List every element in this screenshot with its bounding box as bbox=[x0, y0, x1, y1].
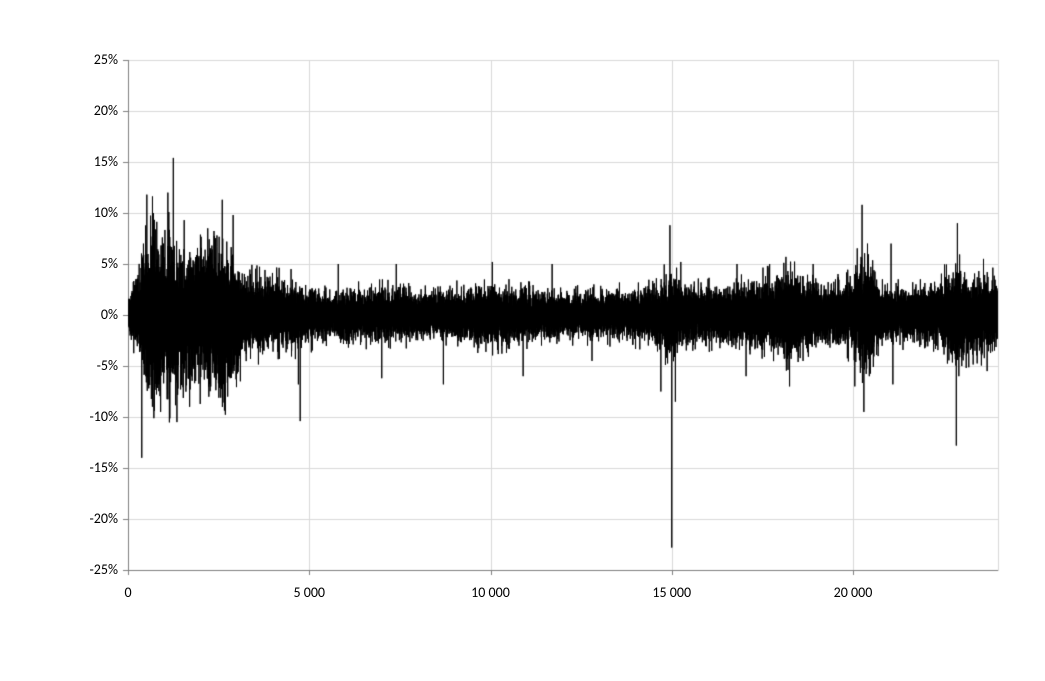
y-tick-label: -15% bbox=[68, 459, 118, 476]
y-tick-label: 15% bbox=[68, 153, 118, 170]
y-tick-label: 5% bbox=[68, 255, 118, 272]
x-tick-label: 10 000 bbox=[471, 584, 510, 601]
y-tick-label: -20% bbox=[68, 510, 118, 527]
x-tick-label: 20 000 bbox=[834, 584, 873, 601]
x-tick-label: 15 000 bbox=[652, 584, 691, 601]
y-tick-label: -5% bbox=[68, 357, 118, 374]
y-tick-label: 25% bbox=[68, 51, 118, 68]
y-tick-label: 10% bbox=[68, 204, 118, 221]
y-tick-label: 0% bbox=[68, 306, 118, 323]
y-tick-label: 20% bbox=[68, 102, 118, 119]
x-tick-label: 0 bbox=[124, 584, 131, 601]
x-tick-label: 5 000 bbox=[293, 584, 325, 601]
y-tick-label: -25% bbox=[68, 561, 118, 578]
y-tick-label: -10% bbox=[68, 408, 118, 425]
returns-line-chart bbox=[0, 0, 1045, 681]
chart-container: S&P 500 index return Date (in days) -25%… bbox=[0, 0, 1045, 681]
